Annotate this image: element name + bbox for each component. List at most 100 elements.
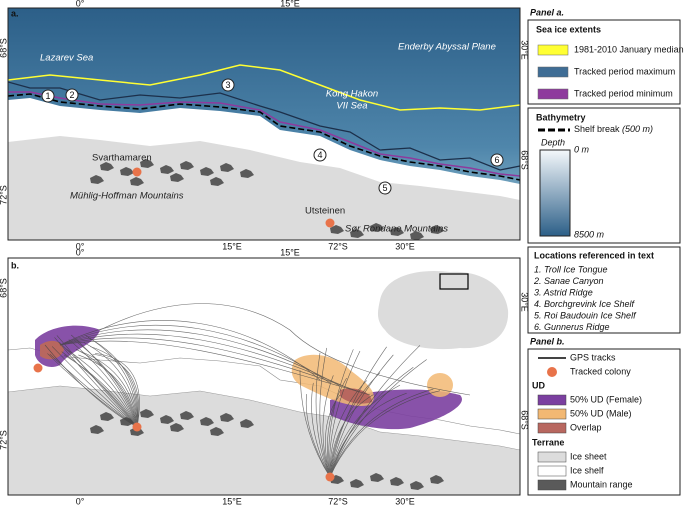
legend-label: Ice sheet: [570, 451, 607, 461]
depth-scale: [539, 149, 571, 237]
legend-title: Panel a.: [530, 7, 564, 17]
gps-track: [51, 346, 138, 428]
legend-swatch: [537, 479, 567, 491]
gps-track: [90, 346, 139, 428]
legend-heading: Bathymetry: [536, 112, 586, 122]
gps-track: [73, 339, 138, 428]
legend-swatch: [537, 44, 569, 56]
sea-ice-min: [8, 91, 520, 177]
legend-swatch: [537, 465, 567, 477]
legend-label: (500 m): [622, 124, 653, 134]
mountain: [240, 419, 254, 428]
tick-label: 68°S: [520, 410, 530, 430]
place-label: Lazarev Sea: [40, 53, 93, 64]
location-marker: [65, 88, 79, 102]
gps-track: [329, 388, 434, 478]
colony: [132, 422, 142, 432]
tick-label: 68°S: [520, 150, 530, 170]
tick-label: 15°E: [280, 247, 300, 257]
gps-track: [44, 344, 138, 428]
location-number: 6: [494, 155, 499, 165]
place-label: Sør Rondane Mountains: [345, 224, 448, 235]
tick-label: 30°E: [520, 292, 530, 312]
colony: [325, 472, 335, 482]
map-panel-b: [8, 258, 520, 495]
gps-track: [87, 337, 138, 428]
gps-track: [56, 335, 138, 428]
sea-ice-median: [8, 64, 520, 111]
mountain: [330, 225, 344, 234]
legend-label: 1981-2010 January median: [574, 44, 684, 54]
tick-label: 30°E: [395, 496, 415, 506]
location-marker: [41, 89, 55, 103]
gps-track: [94, 353, 140, 428]
legend-label: 4. Borchgrevink Ice Shelf: [534, 299, 636, 309]
tick-label: 68°S: [0, 278, 8, 298]
legend-swatch: [537, 394, 567, 406]
ud-overlap: [40, 340, 64, 360]
gps-track: [47, 353, 138, 428]
legend-heading: Locations referenced in text: [534, 250, 654, 260]
legend-items: 1981-2010 January median Tracked period m…: [533, 44, 684, 491]
mountain: [370, 223, 384, 232]
tick-label: 0°: [76, 496, 85, 506]
gps-track: [70, 334, 138, 428]
colony: [132, 167, 142, 177]
legend-label: Tracked period minimum: [574, 88, 673, 98]
mountain: [350, 479, 364, 488]
legend-swatch: [537, 451, 567, 463]
gps-track: [329, 392, 407, 478]
tick-label: 15°E: [280, 0, 300, 8]
legend-box: [527, 246, 681, 334]
gps-track: [329, 346, 387, 478]
gps-track: [59, 337, 361, 393]
gps-track: [49, 353, 138, 428]
gps-track: [68, 339, 138, 428]
location-number: 4: [317, 150, 322, 160]
legend-label: Overlap: [570, 422, 602, 432]
place-label: VII Sea: [336, 101, 367, 112]
mountain: [120, 167, 134, 176]
location-marker: [221, 78, 235, 92]
shelf-break: [8, 93, 520, 181]
mountain: [140, 409, 154, 418]
mountain: [100, 162, 114, 171]
mountain: [90, 175, 104, 184]
legend-label: GPS tracks: [570, 352, 616, 362]
gps-track: [59, 333, 351, 390]
place-label: Mühlig-Hoffman Mountains: [70, 191, 184, 202]
legend-swatch: [537, 66, 569, 78]
legend-label: Tracked period maximum: [574, 66, 675, 76]
legend-label: 5. Roi Baudouin Ice Shelf: [534, 310, 637, 320]
mountain: [170, 173, 184, 182]
ud-overlap: [340, 388, 372, 404]
gps-track: [329, 384, 401, 478]
tick-label: 0°: [76, 247, 85, 257]
gps-track: [63, 354, 138, 428]
place-label: Svarthamaren: [92, 153, 152, 164]
tick-label: 72°S: [0, 430, 8, 450]
gps-track: [59, 324, 331, 384]
legend-label: 8500 m: [574, 229, 605, 239]
gps-track: [329, 390, 441, 478]
inset-box: [439, 273, 469, 290]
tick-label: 0°: [76, 0, 85, 8]
place-label: Utsteinen: [305, 206, 345, 217]
gps-track: [319, 347, 331, 478]
gps-track: [59, 329, 341, 387]
gps-track: [54, 337, 138, 428]
legend-swatch: [537, 88, 569, 100]
gps-track: [80, 351, 138, 428]
legend-heading: UD: [532, 380, 545, 390]
mountain: [200, 417, 214, 426]
mountain: [390, 227, 404, 236]
tick-label: 72°S: [0, 185, 8, 205]
colony: [33, 363, 43, 373]
legend-label: Depth: [541, 137, 565, 147]
legend-label: 50% UD (Female): [570, 394, 642, 404]
legend-label: Mountain range: [570, 479, 633, 489]
gps-track: [61, 351, 138, 428]
tick-label: 72°S: [328, 241, 348, 251]
gps-track: [322, 375, 334, 478]
